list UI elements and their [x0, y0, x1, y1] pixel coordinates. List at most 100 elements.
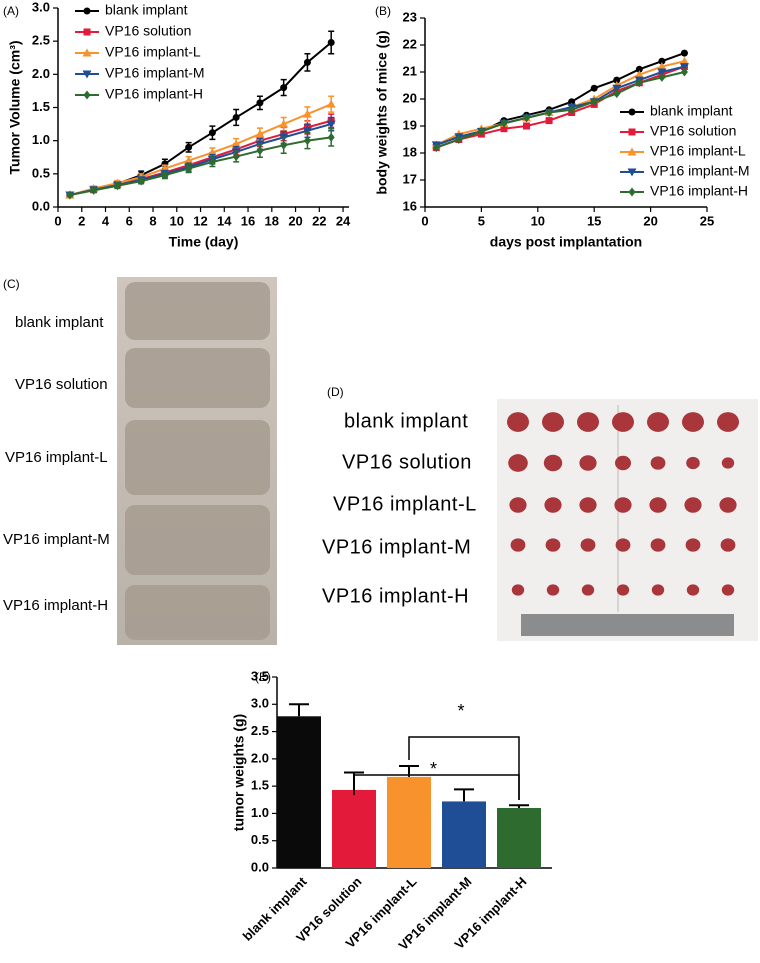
marker	[432, 143, 440, 153]
marker	[500, 118, 508, 128]
x-tick-label: 12	[193, 213, 207, 228]
legend-label: VP16 implant-L	[105, 44, 201, 60]
x-tick-label: 18	[265, 213, 279, 228]
tumor	[651, 584, 665, 596]
y-tick-label: 1.0	[251, 805, 269, 820]
panel-label: (D)	[327, 385, 344, 399]
marker	[326, 99, 336, 108]
photo-label: VP16 implant-L	[5, 449, 108, 466]
marker	[326, 120, 336, 129]
x-tick-label: 25	[700, 213, 714, 228]
x-tick-label: 24	[336, 213, 351, 228]
y-axis-label: tumor weights (g)	[231, 714, 247, 831]
y-tick-label: 2.5	[32, 33, 50, 48]
tumor	[686, 584, 700, 596]
x-tick-label: 10	[170, 213, 184, 228]
tumor	[686, 456, 700, 470]
tumor	[649, 497, 667, 513]
tumor	[717, 412, 739, 432]
marker	[113, 181, 121, 191]
photo-label: VP16 implant-M	[3, 531, 110, 548]
marker	[161, 170, 169, 180]
y-tick-label: 19	[403, 117, 417, 132]
x-tick-label: 6	[126, 213, 133, 228]
marker	[679, 56, 689, 65]
marker	[680, 49, 688, 57]
error-bar	[454, 788, 474, 802]
bar	[442, 801, 486, 868]
marker	[303, 58, 311, 66]
tumor	[510, 538, 526, 552]
mice	[125, 282, 270, 640]
significance-bracket	[353, 774, 520, 800]
marker	[185, 143, 193, 151]
marker	[256, 146, 264, 156]
series-line	[435, 71, 685, 149]
legend-label: VP16 implant-H	[105, 86, 203, 102]
marker	[627, 147, 637, 156]
y-tick-label: 0.5	[251, 832, 269, 847]
marker	[83, 7, 91, 15]
tumor	[577, 412, 599, 432]
tumor	[507, 412, 529, 432]
marker	[232, 113, 240, 121]
x-tick-label: 22	[312, 213, 326, 228]
photo-label: VP16 solution	[15, 376, 108, 393]
y-tick-label: 1.5	[32, 99, 50, 114]
y-tick-label: 18	[403, 144, 417, 159]
x-tick-label: 0	[421, 213, 428, 228]
marker	[590, 84, 598, 92]
tumor	[511, 584, 525, 596]
bar	[332, 789, 376, 868]
tumor	[580, 538, 596, 552]
marker	[280, 84, 288, 92]
panel-label: (B)	[375, 4, 391, 18]
photo-label: VP16 implant-H	[3, 597, 108, 614]
x-axis-label: Time (day)	[169, 234, 239, 250]
y-tick-label: 3.0	[251, 696, 269, 711]
tumor	[614, 497, 632, 513]
marker	[628, 108, 636, 116]
marker	[634, 70, 644, 79]
tumor	[650, 538, 666, 552]
y-tick-label: 1.5	[251, 778, 269, 793]
marker	[302, 127, 312, 136]
y-tick-label: 2.0	[251, 750, 269, 765]
error-bar	[289, 703, 309, 717]
marker	[523, 122, 531, 130]
marker	[568, 98, 576, 106]
marker	[657, 62, 667, 71]
marker	[327, 38, 335, 46]
ruler	[521, 614, 734, 636]
marker	[82, 70, 92, 79]
y-tick-label: 2.5	[251, 723, 269, 738]
y-tick-label: 3.5	[251, 668, 269, 683]
marker	[613, 89, 621, 99]
error-bar	[509, 804, 529, 808]
y-axis-label: body weights of mice (g)	[374, 30, 390, 194]
bar	[387, 776, 431, 868]
tumor	[650, 456, 666, 470]
tumor	[682, 412, 704, 432]
marker	[279, 119, 289, 128]
tumor	[543, 454, 563, 472]
x-tick-label: 8	[149, 213, 156, 228]
photo-label: blank implant	[344, 410, 468, 432]
marker	[627, 168, 637, 177]
y-tick-label: 21	[403, 63, 417, 78]
marker	[256, 99, 264, 107]
y-tick-label: 1.0	[32, 132, 50, 147]
x-tick-label: 4	[102, 213, 110, 228]
marker	[590, 97, 598, 107]
legend-label: VP16 implant-H	[650, 183, 748, 199]
y-tick-label: 0.0	[251, 859, 269, 874]
tumor	[546, 584, 560, 596]
marker	[679, 63, 689, 72]
legend-label: VP16 solution	[105, 23, 191, 39]
photo-label: VP16 implant-H	[322, 585, 469, 607]
y-tick-label: 0.5	[32, 165, 50, 180]
tumor	[647, 412, 669, 432]
legend-label: VP16 implant-M	[105, 65, 205, 81]
marker	[628, 187, 636, 197]
marker	[635, 65, 643, 73]
